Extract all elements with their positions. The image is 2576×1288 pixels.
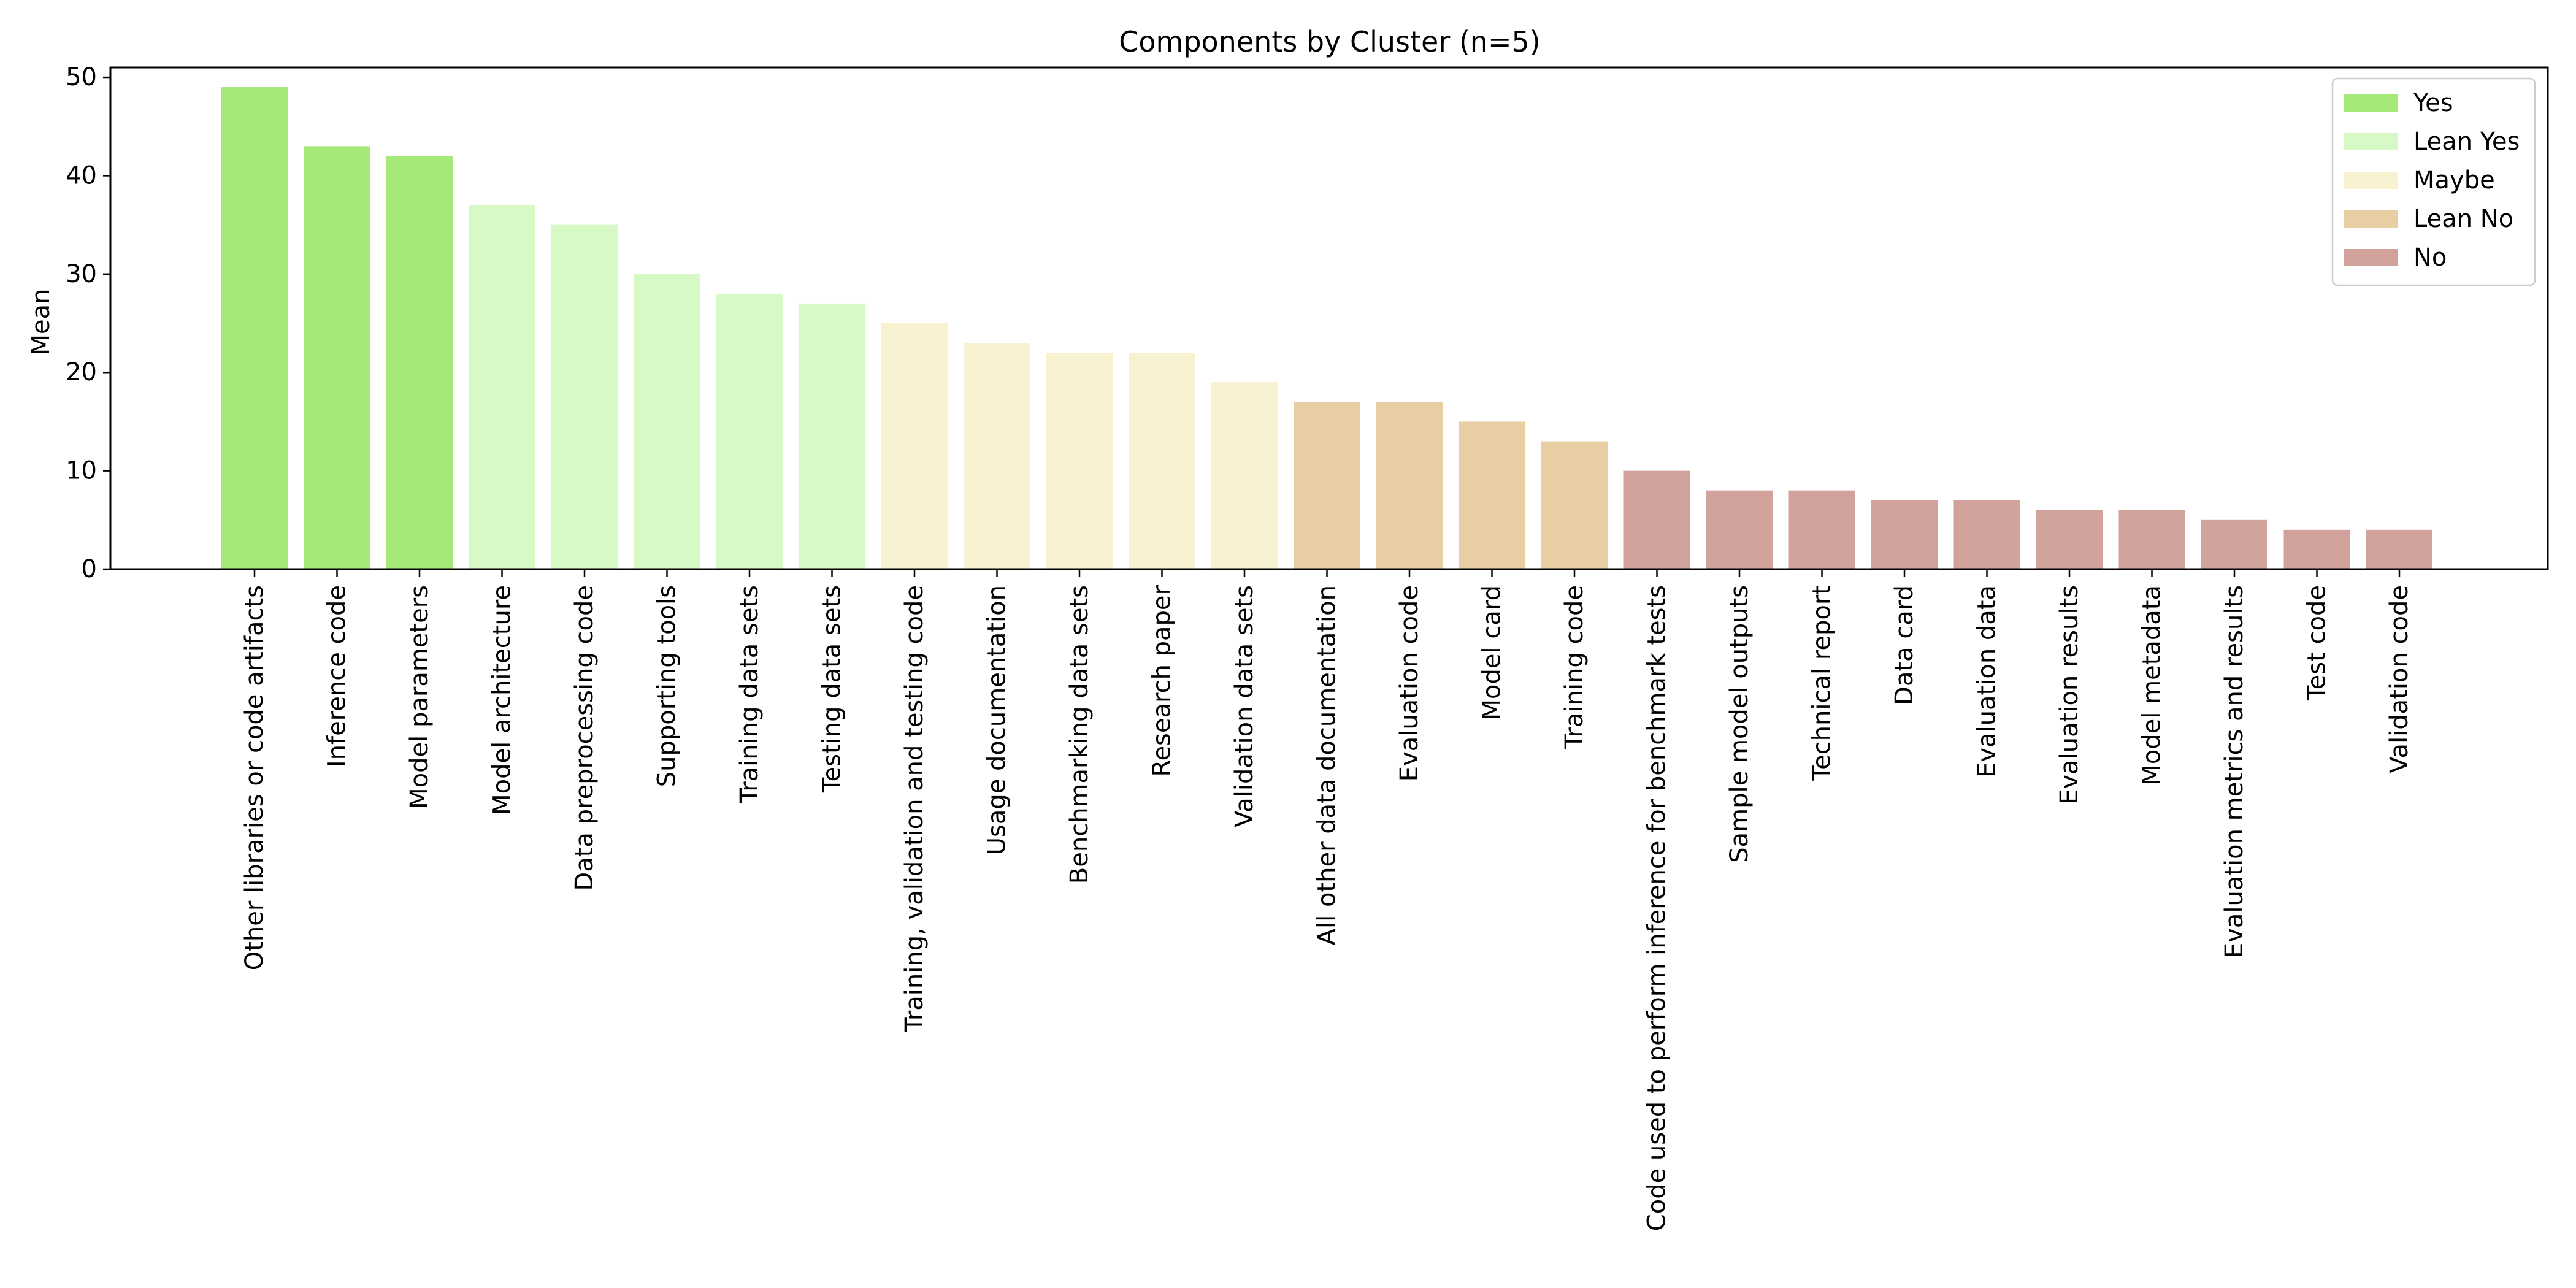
y-tick-label: 40 <box>66 161 97 190</box>
x-tick-label: Test code <box>2303 585 2331 701</box>
x-tick-label: Other libraries or code artifacts <box>240 585 269 970</box>
x-tick-label: Supporting tools <box>653 585 681 787</box>
x-tick-label: Usage documentation <box>983 585 1011 855</box>
x-tick-label: Evaluation code <box>1395 585 1424 781</box>
legend-swatch <box>2344 94 2398 112</box>
x-tick-label: All other data documentation <box>1313 585 1341 945</box>
x-tick-label: Benchmarking data sets <box>1065 585 1094 884</box>
x-tick-label: Training data sets <box>735 585 764 803</box>
bar <box>1129 353 1195 569</box>
bar <box>1623 470 1690 569</box>
bar <box>881 323 948 569</box>
y-tick-label: 50 <box>66 63 97 91</box>
plot-frame <box>109 66 2549 570</box>
x-tick-label: Research paper <box>1148 585 1176 776</box>
bar <box>634 274 700 569</box>
y-tick-label: 20 <box>66 358 97 386</box>
x-tick-label: Sample model outputs <box>1725 585 1754 863</box>
bar <box>304 146 370 569</box>
legend-label: No <box>2413 243 2447 272</box>
bar <box>1788 490 1855 569</box>
bar <box>2118 510 2185 569</box>
bar <box>386 156 453 570</box>
bar <box>1211 382 1278 569</box>
x-ticks-group: Other libraries or code artifacts Inferen… <box>240 569 2413 1231</box>
y-ticks-group: 0 10 20 30 40 50 <box>66 63 110 583</box>
bar <box>1953 500 2020 569</box>
bar <box>2366 529 2432 569</box>
bar <box>2283 529 2350 569</box>
x-tick-label: Model metadata <box>2138 585 2166 786</box>
bar <box>221 87 288 569</box>
legend-label: Lean No <box>2413 205 2513 233</box>
x-tick-label: Evaluation results <box>2055 585 2083 805</box>
y-axis-label: Mean <box>27 289 55 356</box>
x-tick-label: Model card <box>1478 585 1506 720</box>
bar <box>469 205 535 569</box>
x-tick-label: Inference code <box>323 585 351 767</box>
legend-label: Lean Yes <box>2413 128 2520 156</box>
chart-title: Components by Cluster (n=5) <box>1119 25 1540 58</box>
x-tick-label: Training code <box>1560 585 1589 749</box>
bar <box>799 303 865 569</box>
legend-swatch <box>2344 172 2398 189</box>
x-tick-label: Evaluation metrics and results <box>2220 585 2248 958</box>
x-tick-label: Model architecture <box>488 585 516 815</box>
x-tick-label: Data card <box>1890 585 1919 705</box>
bar <box>716 293 783 569</box>
bar <box>1376 402 1443 569</box>
bar <box>964 343 1030 569</box>
x-tick-label: Training, validation and testing code <box>900 585 929 1033</box>
legend-swatch <box>2344 133 2398 150</box>
legend-label: Yes <box>2413 89 2453 117</box>
bar <box>2036 510 2103 569</box>
bar <box>1294 402 1360 569</box>
y-tick-label: 0 <box>82 555 97 583</box>
bars-group <box>221 87 2432 570</box>
bar <box>1871 500 1938 569</box>
legend-swatch <box>2344 249 2398 266</box>
x-tick-label: Code used to perform inference for bench… <box>1643 585 1671 1231</box>
legend: Yes Lean Yes Maybe Lean No No <box>2331 77 2536 286</box>
legend-box <box>2331 77 2536 286</box>
bar <box>1046 353 1113 569</box>
bar <box>1541 441 1608 569</box>
x-tick-label: Model parameters <box>405 585 434 809</box>
x-tick-label: Data preprocessing code <box>570 585 599 891</box>
bar <box>2201 519 2267 569</box>
x-tick-label: Testing data sets <box>818 585 846 793</box>
bar <box>1459 421 1525 569</box>
x-tick-label: Validation data sets <box>1230 585 1259 827</box>
bar <box>1706 490 1773 569</box>
legend-swatch <box>2344 210 2398 228</box>
bar <box>551 224 618 569</box>
x-tick-label: Validation code <box>2385 585 2413 773</box>
y-tick-label: 10 <box>66 457 97 485</box>
x-tick-label: Technical report <box>1808 585 1836 781</box>
legend-label: Maybe <box>2413 166 2495 194</box>
x-tick-label: Evaluation data <box>1973 585 2001 778</box>
y-tick-label: 30 <box>66 260 97 288</box>
